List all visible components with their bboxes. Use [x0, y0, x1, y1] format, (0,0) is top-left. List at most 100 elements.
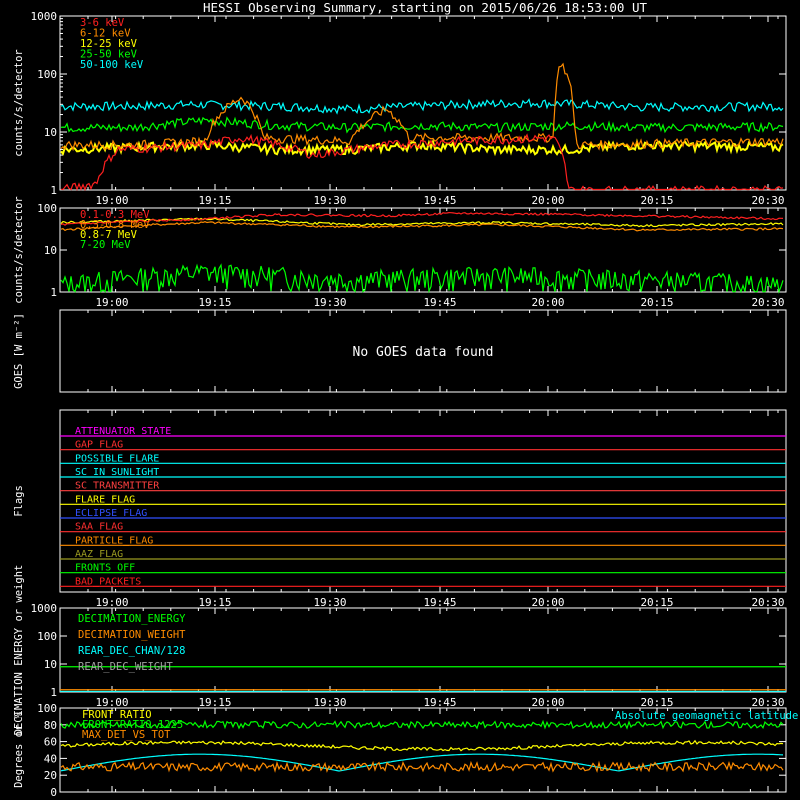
y-axis-label-text: counts/s/detector [13, 196, 25, 303]
y-axis-label-4: DECIMATION ENERGY or weight [13, 565, 25, 736]
y-tick-label: 10 [44, 658, 57, 671]
time-tick-label: 20:15 [640, 596, 673, 609]
legend-entry: 3-6 keV [80, 17, 125, 29]
legend-entry: 12-25 keV [80, 38, 138, 50]
time-tick-label: 19:15 [198, 194, 231, 207]
time-tick-label: 19:00 [95, 696, 128, 709]
time-tick-label: 20:00 [531, 296, 564, 309]
y-tick-label: 20 [44, 769, 57, 782]
time-tick-label: 19:15 [198, 596, 231, 609]
legend-entry: DECIMATION_ENERGY [78, 613, 186, 625]
y-tick-label: 0 [50, 786, 57, 799]
legend-entry: 25-50 keV [80, 49, 138, 61]
flag-label: SC_IN_SUNLIGHT [75, 467, 159, 478]
time-tick-label: 20:30 [751, 696, 784, 709]
flag-label: FLARE_FLAG [75, 494, 135, 505]
time-tick-label: 20:30 [751, 596, 784, 609]
legend-entry: 7-20 MeV [80, 239, 131, 251]
flag-label: GAP_FLAG [75, 440, 123, 451]
time-tick-label: 20:30 [751, 194, 784, 207]
time-tick-label: 20:15 [640, 194, 673, 207]
y-axis-label-text: GOES [W m⁻²] [13, 313, 25, 389]
series-line-2 [60, 138, 784, 158]
panel-frame-3 [59, 409, 787, 593]
flag-label: POSSIBLE_FLARE [75, 453, 159, 464]
series-line-2 [60, 760, 784, 773]
time-tick-label: 20:00 [531, 596, 564, 609]
time-tick-label: 19:00 [95, 194, 128, 207]
y-axis-label-text: counts/s/detector [13, 49, 25, 156]
time-tick-label: 19:00 [95, 296, 128, 309]
legend-entry: 0.3-0.8 MeV [80, 219, 150, 231]
y-axis-label-text: Degrees or % [13, 711, 25, 788]
y-axis-label-text: DECIMATION ENERGY or weight [13, 565, 25, 736]
y-tick-label: 1 [50, 286, 57, 299]
time-tick-label: 19:45 [423, 696, 456, 709]
series-line-1 [60, 221, 784, 232]
series-line-0 [60, 739, 784, 752]
time-tick-label: 19:30 [313, 296, 346, 309]
y-tick-label: 1 [50, 184, 57, 197]
flag-label: ATTENUATOR_STATE [75, 426, 171, 437]
flag-label: FRONTS_OFF [75, 563, 135, 574]
flag-label: ECLIPSE_FLAG [75, 508, 147, 519]
time-tick-label: 20:15 [640, 696, 673, 709]
time-tick-label: 20:15 [640, 296, 673, 309]
legend-entry: DECIMATION_WEIGHT [78, 629, 186, 641]
time-tick-label: 20:00 [531, 696, 564, 709]
panel-frame-2 [59, 309, 787, 393]
time-tick-label: 20:30 [751, 296, 784, 309]
time-tick-label: 19:45 [423, 596, 456, 609]
y-tick-label: 60 [44, 736, 57, 749]
time-tick-label: 19:15 [198, 296, 231, 309]
legend-entry: REAR_DEC_CHAN/128 [78, 645, 185, 657]
flag-label: PARTICLE_FLAG [75, 535, 153, 546]
series-line-1 [60, 719, 784, 730]
y-tick-label: 100 [37, 68, 57, 81]
legend-entry: 6-12 keV [80, 28, 131, 40]
flag-label: AAZ_FLAG [75, 549, 123, 560]
panel-frame-1 [59, 207, 787, 293]
flag-label: SC_TRANSMITTER [75, 481, 160, 492]
y-tick-label: 10 [44, 244, 57, 257]
y-tick-label: 40 [44, 752, 57, 765]
y-tick-label: 100 [37, 202, 57, 215]
legend-entry: MAX_DET_VS_TOT [82, 729, 171, 741]
legend-entry: 0.8-7 MeV [80, 229, 138, 241]
y-axis-label-3: Flags [13, 485, 25, 517]
y-axis-label-1: counts/s/detector [13, 196, 25, 303]
page-title: HESSI Observing Summary, starting on 201… [203, 0, 647, 15]
legend-entry: REAR_DEC_WEIGHT [78, 661, 174, 673]
y-tick-label: 100 [37, 702, 57, 715]
series-line-2 [60, 217, 784, 228]
y-axis-label-0: counts/s/detector [13, 49, 25, 156]
panel-frame-5 [59, 707, 787, 793]
legend-entry: FRONT_RATIO [82, 709, 152, 721]
panel-frame-0 [59, 15, 787, 191]
y-axis-label-text: Flags [13, 485, 25, 517]
series-line-3 [60, 263, 784, 294]
no-data-message: No GOES data found [353, 345, 494, 360]
series-line-1 [60, 62, 784, 152]
legend-entry: 0.1-0.3 MeV [80, 209, 150, 221]
y-tick-label: 100 [37, 630, 57, 643]
time-tick-label: 19:30 [313, 596, 346, 609]
y-tick-label: 1 [50, 686, 57, 699]
time-tick-label: 19:45 [423, 194, 456, 207]
series-line-3 [60, 753, 784, 772]
time-tick-label: 20:00 [531, 194, 564, 207]
series-line-0 [60, 211, 784, 226]
time-tick-label: 19:45 [423, 296, 456, 309]
y-tick-label: 1000 [31, 602, 58, 615]
legend-entry: Absolute geomagnetic latitude [615, 710, 798, 722]
y-tick-label: 10 [44, 126, 57, 139]
series-line-4 [60, 98, 784, 115]
y-tick-label: 80 [44, 719, 57, 732]
time-tick-label: 19:30 [313, 696, 346, 709]
legend-entry: 50-100 keV [80, 59, 144, 71]
panel-frame-4 [59, 607, 787, 693]
y-axis-label-2: GOES [W m⁻²] [13, 313, 25, 389]
time-tick-label: 19:15 [198, 696, 231, 709]
legend-entry: FRONT_RATIO_1225 [82, 719, 183, 731]
